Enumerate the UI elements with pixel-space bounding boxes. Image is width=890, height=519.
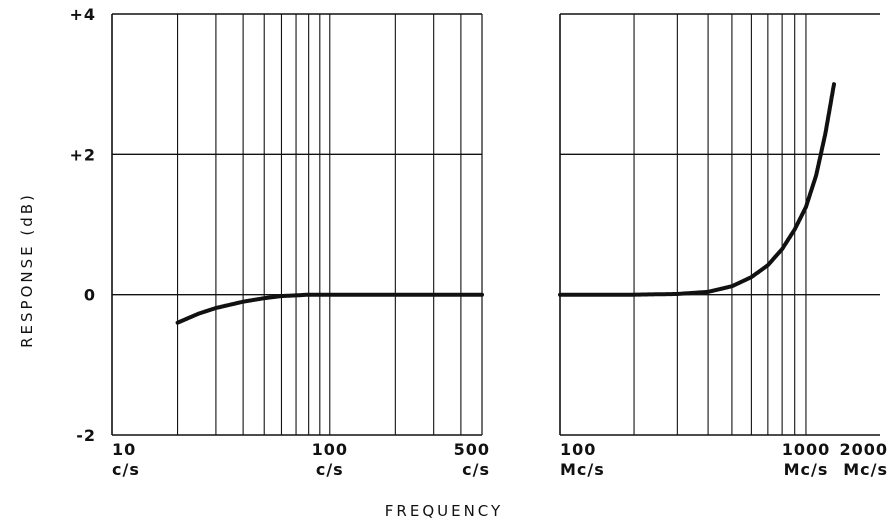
y-tick-label: 0	[84, 286, 96, 305]
x-tick-label: 500	[454, 440, 490, 459]
x-tick-label: 100	[560, 440, 596, 459]
y-tick-labels: +4 +2 0 -2	[69, 5, 96, 445]
y-tick-label: +4	[69, 5, 96, 24]
x-tick-unit: c/s	[316, 460, 344, 479]
x-tick-label: 100	[312, 440, 348, 459]
x-tick-label: 2000	[839, 440, 888, 459]
x-axis-label: FREQUENCY	[385, 502, 503, 519]
response-curve	[558, 82, 836, 297]
response-curve	[175, 292, 484, 325]
x-tick-unit: Mc/s	[560, 460, 605, 479]
x-tick-unit: Mc/s	[784, 460, 829, 479]
x-tick-unit: c/s	[112, 460, 140, 479]
y-tick-label: -2	[76, 426, 96, 445]
x-tick-unit: c/s	[462, 460, 490, 479]
y-axis-label: RESPONSE (dB)	[18, 192, 36, 348]
x-tick-label: 1000	[782, 440, 831, 459]
x-tick-unit: Mc/s	[843, 460, 888, 479]
x-tick-label: 10	[112, 440, 136, 459]
y-tick-label: +2	[69, 145, 96, 164]
